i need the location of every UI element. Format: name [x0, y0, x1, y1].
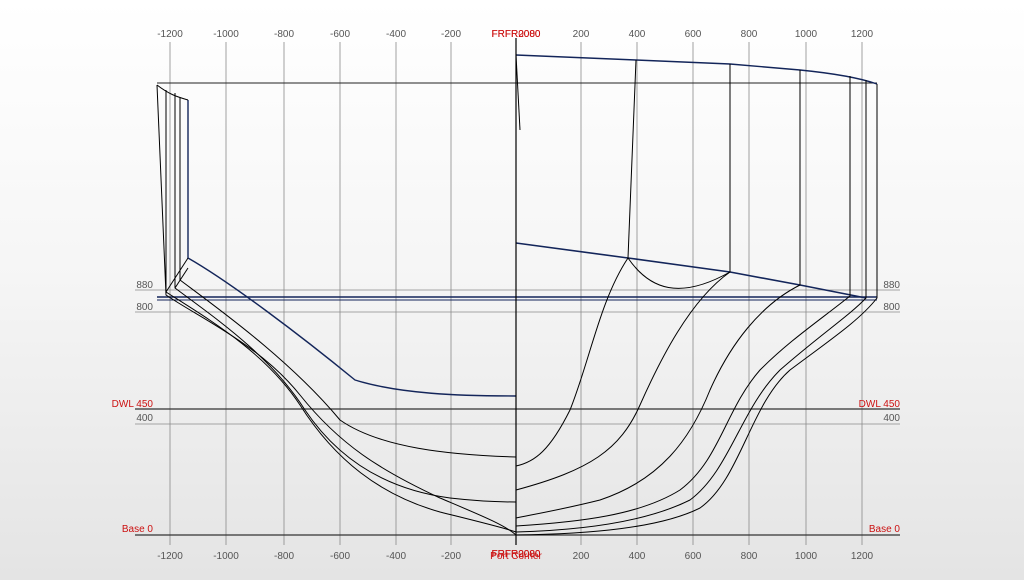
- aft-section-2: [165, 90, 517, 533]
- tick-top-600: 600: [685, 29, 702, 40]
- tick-top--800: -800: [274, 29, 294, 40]
- fwd-station-6: [515, 84, 878, 536]
- aft-section-3: [174, 93, 517, 503]
- waterline-label-right: DWL 450: [859, 399, 901, 410]
- tick-bottom-1200: 1200: [851, 551, 874, 562]
- tick-bottom--200: -200: [441, 551, 461, 562]
- fwd-dwl-curve: [627, 257, 731, 289]
- tick-top--600: -600: [330, 29, 350, 40]
- tick-bottom--800: -800: [274, 551, 294, 562]
- tick-bottom-1000: 1000: [795, 551, 818, 562]
- waterline-label-left: Base 0: [122, 524, 154, 535]
- tick-top-1200: 1200: [851, 29, 874, 40]
- hull-fwd-sections: [515, 54, 878, 536]
- tick-bottom-400: 400: [629, 551, 646, 562]
- aft-diag-2: [174, 267, 189, 289]
- tick-top-400: 400: [629, 29, 646, 40]
- hull-aft-sections: [156, 84, 517, 536]
- waterline-labels: 880 880 800 800 DWL 450 DWL 450 400 400 Base 0 Ba…: [112, 280, 901, 535]
- waterline-label-left: 800: [136, 302, 153, 313]
- aft-diag-1: [165, 257, 189, 293]
- center-bottom-label: Port Corner: [490, 551, 542, 562]
- tick-bottom-800: 800: [741, 551, 758, 562]
- aft-section-5: [187, 100, 517, 397]
- fwd-stem-1: [515, 54, 521, 131]
- tick-bottom-600: 600: [685, 551, 702, 562]
- aft-section-outer: [156, 84, 517, 536]
- tick-top-200: 200: [573, 29, 590, 40]
- tick-top-800: 800: [741, 29, 758, 40]
- grid-vertical-lines: [169, 42, 863, 545]
- center-top-label: FRFR0000: [492, 29, 541, 40]
- fwd-station-5: [515, 80, 867, 533]
- waterline-label-right: Base 0: [869, 524, 901, 535]
- fwd-station-1: [515, 59, 637, 467]
- tick-top--200: -200: [441, 29, 461, 40]
- center-top-label: FRFR2080: [492, 29, 541, 40]
- aft-section-4: [179, 97, 517, 458]
- grid-horizontal-lines: [135, 82, 900, 536]
- center-bottom-label: FRFR2080: [492, 549, 541, 560]
- fwd-station-2: [515, 64, 731, 491]
- tick-bottom--1200: -1200: [157, 551, 183, 562]
- waterline-label-right: 800: [883, 302, 900, 313]
- waterline-label-left: 400: [136, 413, 153, 424]
- waterline-label-left: DWL 450: [112, 399, 154, 410]
- waterline-label-right: 880: [883, 280, 900, 291]
- tick-bottom--600: -600: [330, 551, 350, 562]
- tick-top-1000: 1000: [795, 29, 818, 40]
- tick-bottom--1000: -1000: [213, 551, 239, 562]
- tick-labels: -1200 -1200 -1000 -1000 -800 -800 -600 -600 -400…: [157, 29, 873, 562]
- waterline-label-left: 880: [136, 280, 153, 291]
- fwd-station-4: [515, 76, 851, 527]
- tick-bottom--400: -400: [386, 551, 406, 562]
- center-bottom-label: FRFR0000: [492, 549, 541, 560]
- tick-top--1200: -1200: [157, 29, 183, 40]
- waterline-label-right: 400: [883, 413, 900, 424]
- aft-connect-1: [156, 84, 189, 101]
- tick-top--1000: -1000: [213, 29, 239, 40]
- fwd-station-3: [515, 70, 801, 519]
- tick-top--400: -400: [386, 29, 406, 40]
- tick-bottom-200: 200: [573, 551, 590, 562]
- fwd-sheer-line: [515, 54, 878, 85]
